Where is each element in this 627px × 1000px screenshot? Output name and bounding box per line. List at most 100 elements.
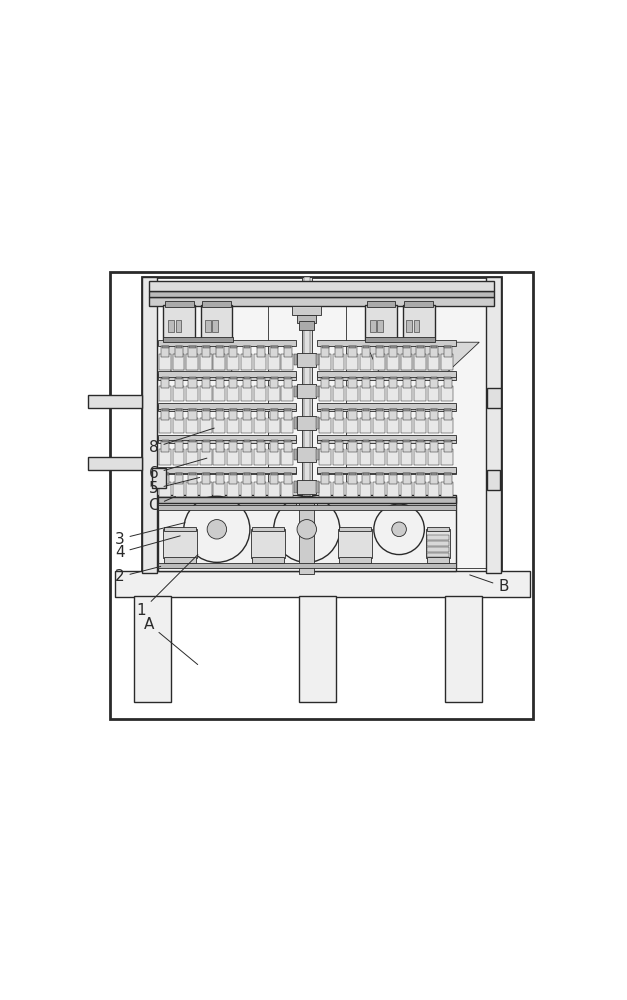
Bar — [441, 482, 453, 497]
Bar — [321, 441, 329, 452]
Bar — [176, 320, 181, 332]
Bar — [443, 441, 452, 452]
Bar — [284, 441, 292, 452]
Bar — [332, 449, 344, 465]
Bar — [417, 377, 424, 379]
Bar — [339, 557, 371, 563]
Bar — [200, 482, 211, 497]
Bar — [403, 305, 435, 340]
Bar — [213, 482, 225, 497]
Bar — [390, 409, 397, 411]
Bar — [213, 354, 225, 370]
Bar — [487, 470, 500, 490]
Bar — [373, 386, 385, 401]
Bar — [297, 480, 317, 494]
Bar — [257, 473, 264, 475]
Text: 3: 3 — [115, 523, 185, 547]
Bar — [162, 346, 169, 348]
Bar — [294, 417, 297, 429]
Bar — [255, 449, 266, 465]
Bar — [271, 377, 278, 379]
Bar — [161, 378, 169, 388]
Bar — [349, 473, 357, 484]
Circle shape — [297, 520, 317, 539]
Bar — [427, 535, 449, 540]
Bar — [270, 346, 278, 357]
Bar — [445, 596, 482, 702]
Bar — [161, 346, 169, 357]
Bar — [244, 473, 250, 475]
Bar — [157, 403, 296, 409]
Bar — [403, 409, 411, 420]
Bar — [426, 529, 450, 558]
Bar — [390, 440, 397, 442]
Bar — [321, 378, 329, 388]
Bar — [317, 469, 456, 474]
Bar — [282, 418, 293, 433]
Bar — [157, 435, 296, 440]
Bar — [317, 403, 456, 409]
Bar — [376, 441, 384, 452]
Bar — [285, 346, 291, 348]
Bar — [367, 301, 395, 307]
Bar — [268, 449, 280, 465]
Bar — [241, 354, 252, 370]
Bar — [322, 409, 329, 411]
Bar — [227, 418, 239, 433]
Bar — [203, 301, 231, 307]
Bar — [362, 346, 370, 357]
Bar — [389, 473, 398, 484]
Bar — [229, 346, 238, 357]
Bar — [428, 354, 440, 370]
Bar — [230, 377, 237, 379]
Bar — [322, 440, 329, 442]
Bar — [376, 440, 383, 442]
Bar — [339, 527, 371, 531]
Bar — [175, 346, 183, 357]
Bar — [403, 441, 411, 452]
Bar — [349, 473, 356, 475]
Text: 5: 5 — [149, 477, 199, 496]
Bar — [428, 386, 440, 401]
Bar — [427, 557, 449, 563]
Bar — [244, 409, 250, 411]
Bar — [110, 272, 533, 719]
Bar — [159, 354, 171, 370]
Bar — [157, 374, 296, 380]
Bar — [149, 281, 494, 568]
Bar — [317, 437, 456, 443]
Bar — [427, 541, 449, 546]
Bar — [270, 409, 278, 420]
Bar — [297, 353, 317, 367]
Bar — [317, 340, 456, 346]
Bar — [362, 473, 370, 484]
Bar — [176, 473, 182, 475]
Bar — [271, 346, 278, 348]
Bar — [285, 440, 291, 442]
Bar — [403, 346, 411, 357]
Bar — [317, 405, 456, 411]
Bar — [304, 277, 310, 573]
Bar — [349, 346, 357, 357]
Bar — [216, 473, 224, 484]
Bar — [157, 495, 456, 571]
Bar — [256, 409, 265, 420]
Bar — [176, 440, 182, 442]
Bar — [387, 482, 399, 497]
Bar — [430, 441, 438, 452]
Bar — [443, 473, 452, 484]
Text: B: B — [470, 575, 508, 594]
Bar — [282, 449, 293, 465]
Circle shape — [207, 520, 226, 539]
Bar — [297, 447, 317, 462]
Bar — [162, 473, 169, 475]
Bar — [292, 306, 322, 315]
Bar — [430, 409, 438, 420]
Bar — [414, 449, 426, 465]
Bar — [387, 418, 399, 433]
Bar — [282, 482, 293, 497]
Bar — [403, 378, 411, 388]
Bar — [300, 596, 336, 702]
Bar — [243, 346, 251, 357]
Bar — [441, 354, 453, 370]
